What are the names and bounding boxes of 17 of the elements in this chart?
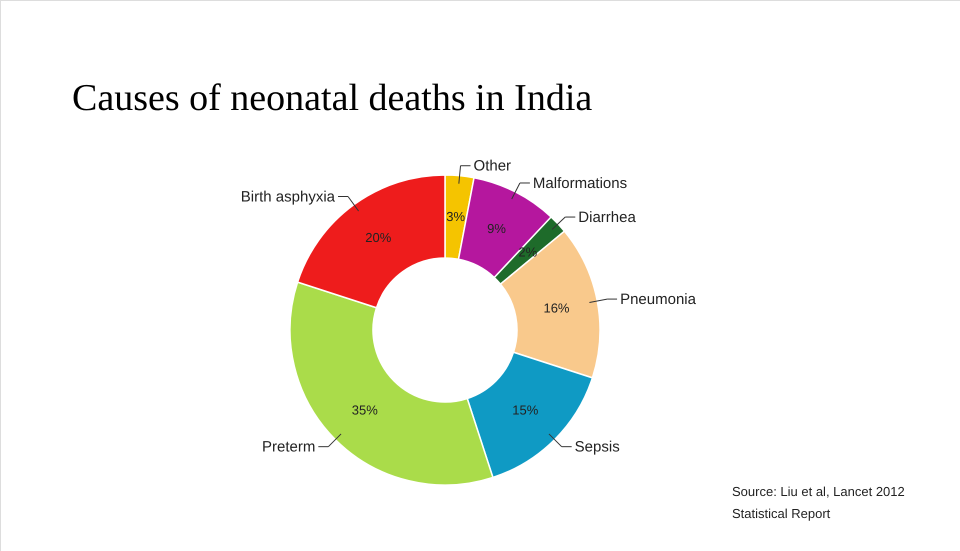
slice-label: Birth asphyxia	[240, 188, 336, 206]
data-label: 20%	[365, 230, 392, 246]
slice-label: Malformations	[532, 174, 628, 192]
data-label: 9%	[487, 220, 506, 236]
slice-label: Preterm	[262, 438, 316, 456]
slice-label: Pneumonia	[620, 291, 697, 308]
slice-label: Diarrhea	[578, 209, 636, 226]
data-label: 15%	[512, 402, 539, 418]
data-label: 2%	[518, 244, 538, 260]
source-note: Source: Liu et al, Lancet 2012	[732, 484, 905, 499]
text: Statistical Report	[732, 506, 831, 521]
data-label: 16%	[543, 300, 570, 316]
slice-label: Other	[474, 158, 512, 175]
slice-label: Sepsis	[574, 438, 620, 456]
data-label: 3%	[446, 209, 466, 224]
chart-title: Causes of neonatal deaths in India	[72, 77, 592, 119]
data-label: 35%	[352, 402, 378, 418]
